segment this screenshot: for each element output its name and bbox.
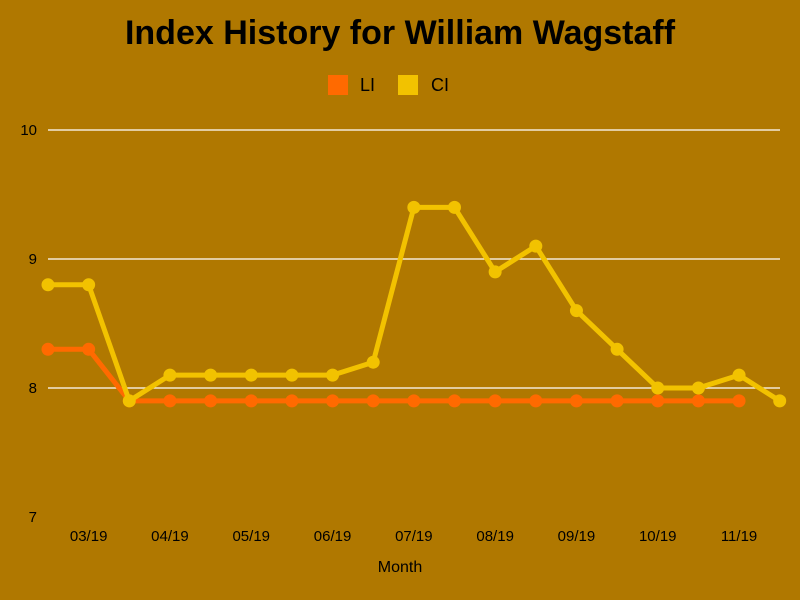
y-tick-label: 8: [29, 380, 37, 397]
data-point-ci: [488, 265, 502, 279]
data-point-ci: [448, 200, 461, 214]
y-tick-label: 10: [20, 122, 37, 139]
chart-title: Index History for William Wagstaff: [124, 14, 676, 52]
data-point-li: [366, 394, 380, 408]
data-point-li: [244, 394, 258, 408]
data-point-ci: [285, 368, 299, 382]
data-point-ci: [82, 278, 96, 292]
data-point-li: [448, 394, 461, 408]
data-point-ci: [366, 355, 380, 369]
data-point-ci: [610, 342, 624, 356]
x-tick-label: 06/19: [314, 528, 352, 545]
data-point-ci: [529, 239, 543, 253]
data-point-li: [569, 394, 583, 408]
data-point-li: [732, 394, 746, 408]
x-tick-label: 09/19: [558, 528, 596, 545]
legend-label-li: LI: [360, 75, 375, 95]
data-point-ci: [569, 304, 583, 318]
y-tick-label: 9: [29, 251, 37, 268]
x-tick-label: 08/19: [476, 528, 514, 545]
data-point-ci: [691, 381, 705, 395]
data-point-li: [488, 394, 502, 408]
x-tick-label: 04/19: [151, 528, 189, 545]
data-point-ci: [326, 368, 340, 382]
x-tick-label: 10/19: [639, 528, 677, 545]
x-tick-label: 11/19: [721, 528, 757, 545]
x-tick-label: 03/19: [70, 528, 108, 545]
x-tick-label: 07/19: [395, 528, 433, 545]
data-point-ci: [41, 278, 55, 292]
data-point-ci: [407, 200, 421, 214]
data-point-li: [326, 394, 340, 408]
data-point-ci: [163, 368, 177, 382]
data-point-li: [41, 342, 55, 356]
data-point-li: [529, 394, 543, 408]
data-point-ci: [204, 368, 218, 382]
data-point-ci: [122, 394, 136, 408]
legend-label-ci: CI: [431, 75, 449, 95]
legend: LI CI: [328, 75, 449, 95]
series-line-ci: [48, 204, 782, 404]
x-tick-label: 05/19: [232, 528, 270, 545]
gridlines: [48, 129, 780, 389]
x-axis-title: Month: [378, 559, 422, 576]
series-line-li: [48, 346, 740, 404]
data-point-ci: [244, 368, 258, 382]
data-point-li: [610, 394, 624, 408]
y-tick-label: 7: [29, 509, 37, 526]
data-point-li: [691, 394, 705, 408]
data-point-li: [163, 394, 177, 408]
series-layer: [41, 200, 787, 408]
data-point-li: [204, 394, 218, 408]
data-point-ci: [651, 381, 665, 395]
x-axis-ticks: 03/19 04/19 05/19 06/19 07/19 08/19 09/19 10/19…: [70, 528, 757, 545]
legend-swatch-ci: [398, 75, 418, 95]
data-point-ci: [732, 368, 746, 382]
data-point-li: [407, 394, 421, 408]
data-point-li: [651, 394, 665, 408]
data-point-li: [285, 394, 299, 408]
data-point-li: [82, 342, 96, 356]
data-point-ci: [773, 394, 787, 408]
legend-swatch-li: [328, 75, 348, 95]
y-axis-ticks: 7 8 9 10: [20, 122, 37, 526]
